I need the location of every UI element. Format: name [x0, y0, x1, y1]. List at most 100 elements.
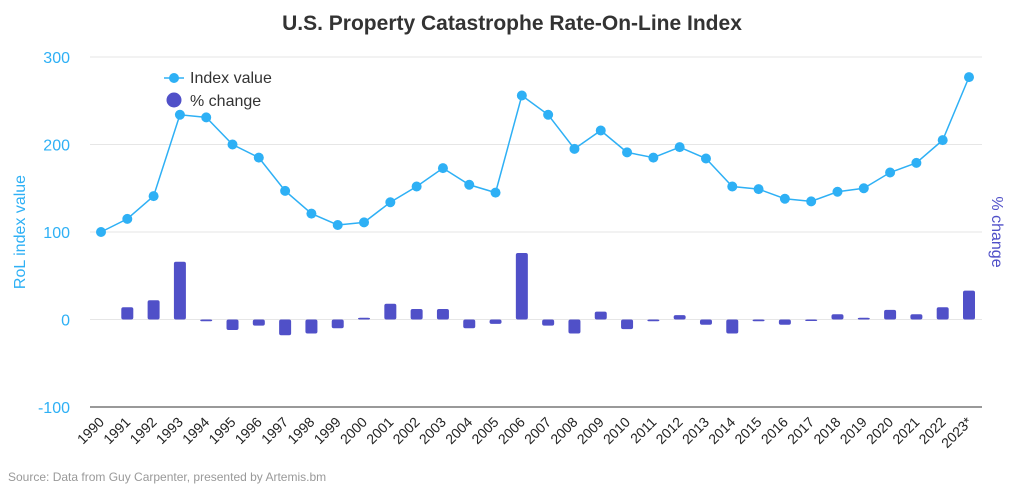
x-tick-label: 2012: [652, 414, 685, 447]
y-tick-label: 200: [43, 138, 70, 155]
point-2016[interactable]: [779, 193, 790, 204]
legend-item-index-value[interactable]: Index value: [164, 70, 272, 87]
x-tick-label: 2016: [758, 414, 791, 447]
point-2011[interactable]: [648, 152, 659, 163]
point-2021[interactable]: [911, 157, 922, 168]
bar-2000[interactable]: [358, 317, 371, 320]
y-tick-label: 300: [43, 50, 70, 67]
bar-1992[interactable]: [147, 300, 160, 320]
x-tick-label: 2007: [521, 414, 554, 447]
x-tick-label: 2001: [363, 414, 396, 447]
x-tick-label: 1996: [232, 414, 265, 447]
point-2015[interactable]: [753, 184, 764, 195]
point-2013[interactable]: [700, 153, 711, 164]
bar-2010[interactable]: [621, 319, 634, 330]
point-2014[interactable]: [727, 181, 738, 192]
point-1997[interactable]: [280, 185, 291, 196]
bar-2021[interactable]: [910, 314, 923, 320]
point-2022[interactable]: [937, 135, 948, 146]
bar-2012[interactable]: [673, 315, 686, 320]
point-2020[interactable]: [885, 167, 896, 178]
x-tick-label: 2019: [837, 414, 870, 447]
x-tick-label: 2003: [416, 414, 449, 447]
point-1991[interactable]: [122, 213, 133, 224]
point-1995[interactable]: [227, 139, 238, 150]
bar-2015[interactable]: [752, 319, 765, 322]
point-1993[interactable]: [174, 109, 185, 120]
point-2005[interactable]: [490, 187, 501, 198]
point-2023*[interactable]: [964, 72, 974, 83]
bar-2019[interactable]: [857, 317, 870, 320]
bar-2018[interactable]: [831, 314, 844, 320]
bar-2020[interactable]: [884, 309, 897, 320]
y-axis-ticks: 300 200 100 0 -100: [38, 50, 70, 417]
legend-item-pct-change[interactable]: % change: [166, 92, 262, 111]
bar-1995[interactable]: [226, 319, 239, 331]
line-series: [96, 72, 974, 237]
x-tick-label: 1995: [205, 414, 238, 447]
x-tick-label: 2020: [863, 414, 896, 447]
x-axis-ticks: 1990199119921993199419951996199719981999…: [74, 413, 976, 451]
bar-2013[interactable]: [699, 319, 712, 325]
bar-1994[interactable]: [200, 319, 213, 322]
legend[interactable]: Index value % change: [164, 70, 272, 110]
bar-2006[interactable]: [515, 253, 528, 320]
bar-2003[interactable]: [436, 309, 449, 320]
bar-1997[interactable]: [279, 319, 292, 336]
bar-2005[interactable]: [489, 319, 502, 324]
x-tick-label: 2008: [547, 414, 580, 447]
point-2017[interactable]: [806, 196, 817, 207]
point-2006[interactable]: [516, 90, 527, 101]
bar-1996[interactable]: [252, 319, 265, 326]
point-2002[interactable]: [411, 181, 422, 192]
bar-2016[interactable]: [778, 319, 791, 325]
y-tick-label: -100: [38, 400, 70, 417]
point-2018[interactable]: [832, 186, 843, 197]
bar-2009[interactable]: [594, 311, 607, 320]
point-2000[interactable]: [359, 217, 370, 228]
bar-2004[interactable]: [463, 319, 476, 329]
point-1996[interactable]: [253, 152, 264, 163]
bar-2023*[interactable]: [963, 290, 975, 320]
bar-1993[interactable]: [173, 261, 186, 320]
point-2008[interactable]: [569, 143, 580, 154]
bar-2011[interactable]: [647, 319, 660, 322]
point-1999[interactable]: [332, 220, 343, 230]
x-tick-label: 1999: [311, 414, 344, 447]
bar-2017[interactable]: [805, 319, 818, 322]
bar-2001[interactable]: [384, 303, 397, 320]
legend-circle-icon: [166, 92, 182, 108]
x-tick-label: 2018: [810, 414, 843, 447]
bar-2008[interactable]: [568, 319, 581, 334]
point-2009[interactable]: [595, 125, 606, 136]
point-2004[interactable]: [464, 179, 475, 190]
point-2001[interactable]: [385, 197, 396, 208]
bar-1998[interactable]: [305, 319, 318, 334]
x-tick-label: 2005: [468, 414, 501, 447]
point-2019[interactable]: [858, 183, 869, 194]
x-tick-label: 2014: [705, 414, 738, 447]
x-tick-label: 1998: [284, 414, 317, 447]
point-1990[interactable]: [96, 227, 106, 237]
y-axis-label: RoL index value: [12, 175, 29, 289]
x-tick-label: 2004: [442, 414, 475, 447]
bar-2007[interactable]: [542, 319, 555, 326]
bar-2014[interactable]: [726, 319, 739, 334]
y-tick-label: 100: [43, 225, 70, 242]
point-2012[interactable]: [674, 142, 685, 153]
x-tick-label: 2021: [889, 414, 922, 447]
point-2007[interactable]: [543, 109, 554, 120]
bar-1999[interactable]: [331, 319, 344, 329]
grid: [90, 56, 982, 408]
point-1992[interactable]: [148, 191, 159, 202]
x-tick-label: 2009: [574, 414, 607, 447]
bar-2002[interactable]: [410, 309, 423, 320]
x-tick-label: 1990: [74, 414, 107, 447]
point-1998[interactable]: [306, 208, 317, 219]
bar-1991[interactable]: [121, 307, 134, 320]
point-2010[interactable]: [622, 147, 633, 158]
point-1994[interactable]: [201, 112, 212, 123]
bar-2022[interactable]: [936, 307, 949, 320]
point-2003[interactable]: [437, 163, 448, 174]
